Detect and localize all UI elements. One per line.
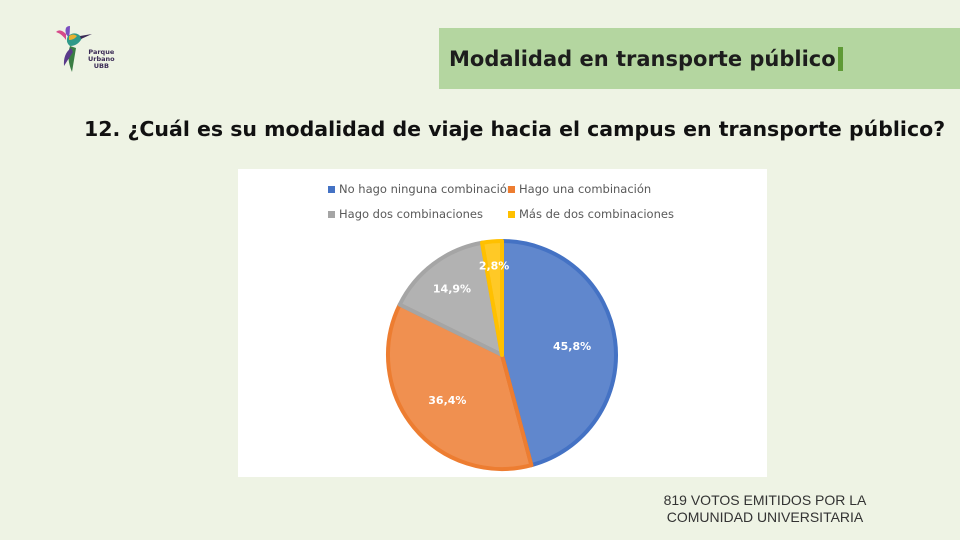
votes-footer: 819 VOTOS EMITIDOS POR LA COMUNIDAD UNIV… (640, 492, 890, 526)
legend-label-1: No hago ninguna combinación (339, 182, 514, 196)
title-banner: Modalidad en transporte público (439, 28, 960, 89)
data-label-2: 36,4% (428, 394, 466, 407)
logo-line-3: UBB (93, 62, 109, 70)
legend-label-2: Hago una combinación (519, 182, 651, 196)
legend-swatch-4 (508, 211, 515, 218)
legend-swatch-1 (328, 186, 335, 193)
data-label-1: 45,8% (553, 340, 591, 353)
footer-line-2: COMUNIDAD UNIVERSITARIA (666, 509, 864, 525)
logo-line-1: Parque (88, 48, 115, 56)
pie-slice-2 (386, 302, 534, 471)
legend-label-3: Hago dos combinaciones (339, 207, 483, 221)
data-label-3: 14,9% (433, 282, 471, 295)
pie-slice-1 (500, 239, 618, 468)
page-title: Modalidad en transporte público (449, 46, 843, 71)
pie-slice-3 (397, 240, 504, 357)
pie-chart-panel: No hago ninguna combinación Hago una comb… (238, 169, 767, 477)
pie-slice-4 (480, 239, 504, 357)
logo-line-2: Urbano (88, 55, 115, 63)
pie-chart: No hago ninguna combinación Hago una comb… (328, 182, 674, 471)
legend-label-4: Más de dos combinaciones (519, 207, 674, 221)
hummingbird-logo-icon (56, 26, 92, 72)
logo-text: Parque Urbano UBB (88, 49, 115, 70)
question-heading: 12. ¿Cuál es su modalidad de viaje hacia… (84, 117, 946, 141)
footer-line-1: 819 VOTOS EMITIDOS POR LA (663, 492, 867, 508)
data-label-4: 2,8% (479, 259, 510, 272)
legend-swatch-3 (328, 211, 335, 218)
legend-swatch-2 (508, 186, 515, 193)
